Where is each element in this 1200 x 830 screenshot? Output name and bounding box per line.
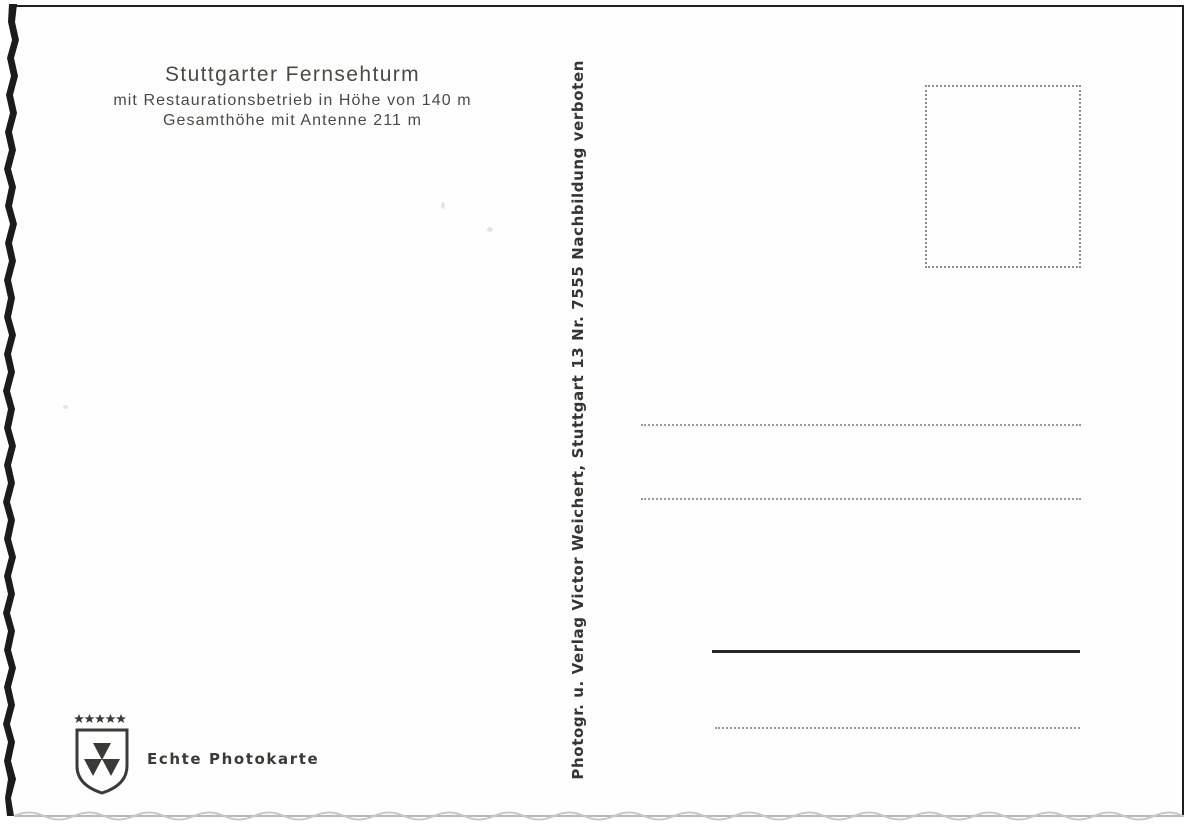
publisher-imprint: Photogr. u. Verlag Victor Weichert, Stut…: [563, 60, 593, 780]
scan-edge-top: [14, 5, 1184, 7]
address-rule-line-4: [715, 727, 1080, 729]
scan-speck: [441, 202, 445, 209]
scan-edge-bottom: [14, 815, 1184, 817]
scan-edge-left-deckled: [0, 0, 26, 830]
scan-edge-right: [1182, 5, 1184, 817]
page-title: Stuttgarter Fernsehturm: [164, 63, 421, 86]
caption-subtitle-2: Gesamthöhe mit Antenne 211 m: [162, 112, 423, 129]
scan-speck: [487, 227, 493, 232]
caption-subtitle-1: mit Restaurationsbetrieb in Höhe von 140…: [113, 92, 472, 109]
echte-photokarte-label: Echte Photokarte: [147, 750, 320, 768]
postcard-paper: [14, 7, 1183, 816]
publisher-imprint-text: Photogr. u. Verlag Victor Weichert, Stut…: [569, 60, 587, 780]
address-rule-line-2: [641, 498, 1081, 500]
address-rule-line-3: [712, 650, 1080, 653]
caption-block: Stuttgarter Fernsehturm mit Restauration…: [95, 62, 490, 131]
scan-edge-scalloped-bottom: [0, 798, 1200, 830]
echte-photokarte-shield-icon: [73, 714, 131, 796]
stamp-placement-box: [925, 85, 1081, 268]
address-rule-line-1: [641, 424, 1081, 426]
scan-speck: [63, 405, 68, 409]
